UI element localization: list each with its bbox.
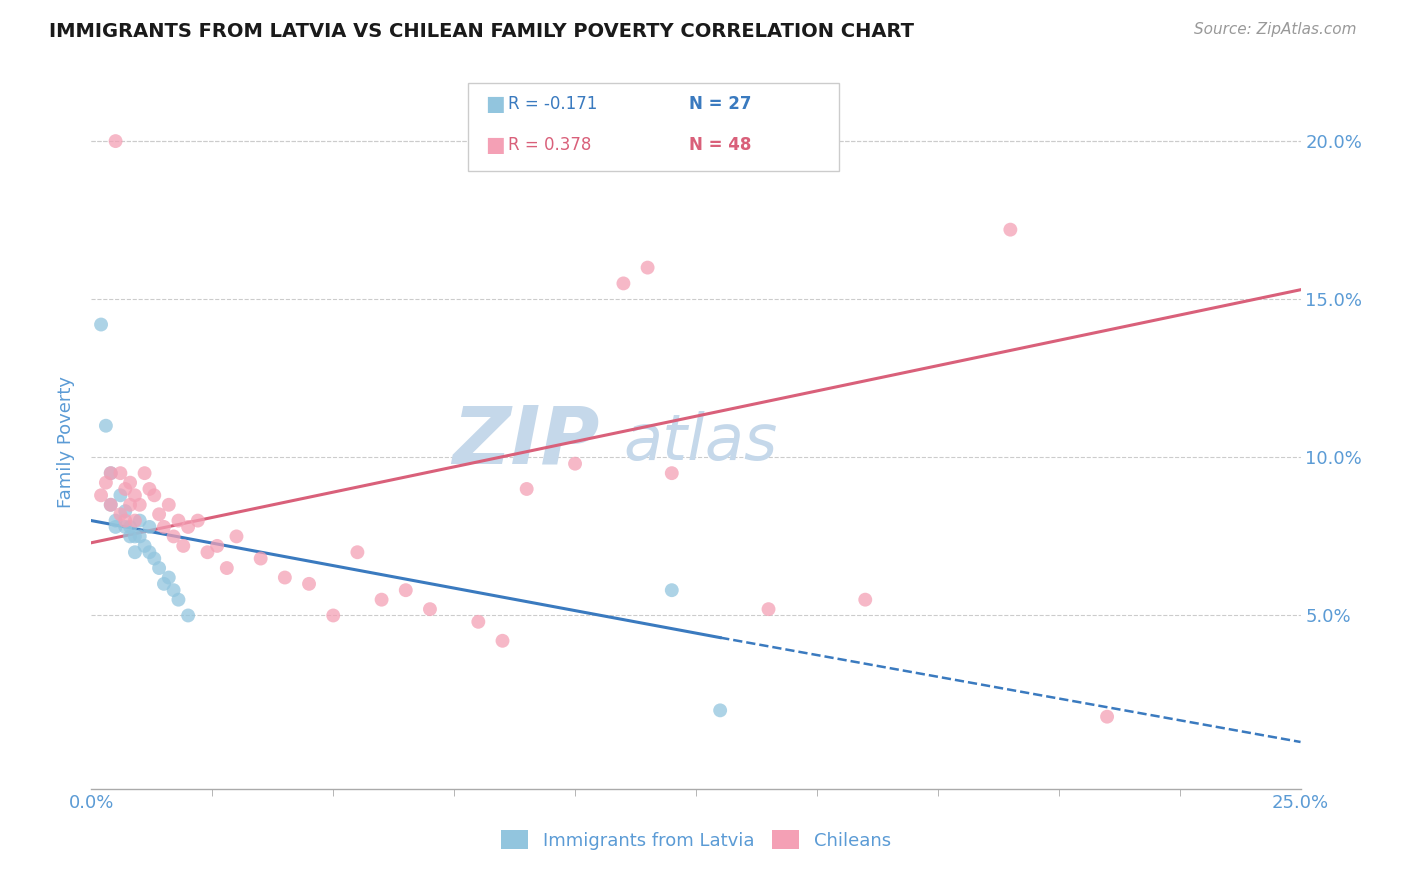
- Text: ■: ■: [485, 136, 505, 155]
- Point: [1000, 222, 1022, 236]
- Text: N = 27: N = 27: [689, 95, 751, 113]
- Point: [564, 457, 586, 471]
- Point: [138, 520, 160, 534]
- Point: [128, 498, 150, 512]
- Point: [491, 633, 513, 648]
- Point: [187, 514, 209, 528]
- Point: [90, 488, 112, 502]
- Point: [124, 514, 146, 528]
- Text: R = 0.378: R = 0.378: [508, 136, 591, 154]
- Point: [148, 561, 170, 575]
- Point: [661, 583, 683, 598]
- Point: [153, 577, 176, 591]
- Point: [395, 583, 418, 598]
- Point: [758, 602, 780, 616]
- Point: [114, 514, 136, 528]
- Point: [177, 520, 200, 534]
- Point: [157, 570, 180, 584]
- Point: [853, 592, 876, 607]
- Point: [134, 539, 156, 553]
- Point: [637, 260, 659, 275]
- Text: atlas: atlas: [623, 410, 778, 473]
- Point: [104, 520, 127, 534]
- Text: Source: ZipAtlas.com: Source: ZipAtlas.com: [1194, 22, 1357, 37]
- Point: [709, 703, 731, 717]
- Point: [100, 466, 122, 480]
- Point: [148, 508, 170, 522]
- Point: [197, 545, 219, 559]
- Point: [177, 608, 200, 623]
- Point: [110, 508, 132, 522]
- Point: [114, 504, 136, 518]
- Point: [162, 529, 184, 543]
- Point: [100, 466, 122, 480]
- Text: R = -0.171: R = -0.171: [508, 95, 598, 113]
- Point: [370, 592, 392, 607]
- Point: [419, 602, 441, 616]
- Point: [612, 277, 634, 291]
- Point: [138, 482, 160, 496]
- Point: [90, 318, 112, 332]
- Text: IMMIGRANTS FROM LATVIA VS CHILEAN FAMILY POVERTY CORRELATION CHART: IMMIGRANTS FROM LATVIA VS CHILEAN FAMILY…: [49, 22, 914, 41]
- Point: [104, 514, 127, 528]
- Point: [104, 134, 127, 148]
- Point: [143, 551, 166, 566]
- Point: [94, 418, 117, 433]
- Point: [205, 539, 228, 553]
- Point: [114, 520, 136, 534]
- Point: [114, 482, 136, 496]
- Point: [322, 608, 344, 623]
- Text: ZIP: ZIP: [451, 402, 599, 481]
- Point: [346, 545, 368, 559]
- Point: [134, 466, 156, 480]
- Point: [138, 545, 160, 559]
- Point: [162, 583, 184, 598]
- Point: [157, 498, 180, 512]
- Point: [120, 498, 142, 512]
- Point: [249, 551, 271, 566]
- Point: [167, 514, 190, 528]
- Point: [128, 529, 150, 543]
- Point: [225, 529, 247, 543]
- Legend: Immigrants from Latvia, Chileans: Immigrants from Latvia, Chileans: [494, 823, 898, 857]
- Text: ■: ■: [485, 95, 505, 114]
- Point: [94, 475, 117, 490]
- Point: [128, 514, 150, 528]
- Point: [1095, 709, 1118, 723]
- Point: [110, 466, 132, 480]
- Point: [274, 570, 297, 584]
- Point: [124, 488, 146, 502]
- Point: [100, 498, 122, 512]
- Point: [110, 488, 132, 502]
- Point: [516, 482, 538, 496]
- Point: [120, 529, 142, 543]
- Point: [143, 488, 166, 502]
- Point: [124, 545, 146, 559]
- Point: [120, 475, 142, 490]
- Point: [124, 529, 146, 543]
- Y-axis label: Family Poverty: Family Poverty: [58, 376, 76, 508]
- Point: [215, 561, 238, 575]
- Point: [153, 520, 176, 534]
- Point: [467, 615, 489, 629]
- Point: [167, 592, 190, 607]
- Point: [172, 539, 194, 553]
- Point: [661, 466, 683, 480]
- Point: [298, 577, 321, 591]
- Point: [100, 498, 122, 512]
- Text: N = 48: N = 48: [689, 136, 751, 154]
- Point: [120, 520, 142, 534]
